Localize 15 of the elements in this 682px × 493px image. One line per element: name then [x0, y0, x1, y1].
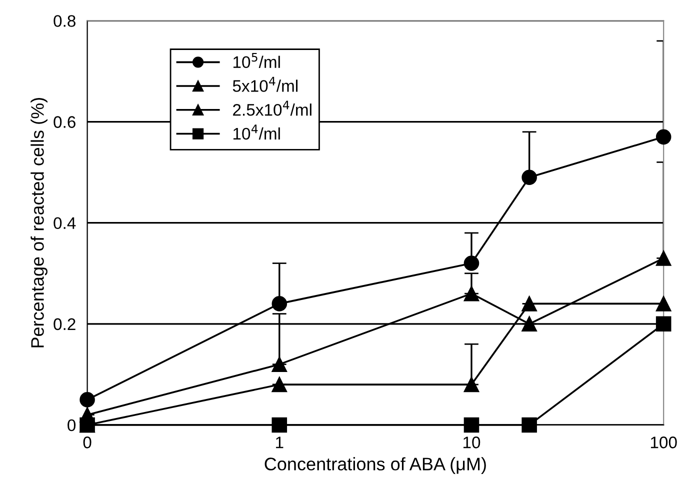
y-tick-label: 0.2 — [54, 318, 76, 330]
x-axis-title: Concentrations of ABA (μM) — [264, 457, 486, 474]
x-tick-label: 100 — [650, 436, 677, 448]
x-tick-label: 1 — [276, 436, 284, 448]
legend-label: 2.5x10$^{4}$/ml — [233, 100, 312, 116]
legend-label: 10$^{5}$/ml — [233, 52, 280, 68]
x-tick-label: 0 — [83, 436, 92, 448]
legend-label: 5x10$^{4}$/ml — [232, 76, 298, 92]
x-tick-label: 10 — [463, 436, 480, 448]
legend-label: 10$^{4}$/ml — [233, 124, 280, 140]
y-tick-label: 0.4 — [54, 217, 76, 230]
y-tick-label: 0 — [68, 419, 76, 432]
y-tick-label: 0.6 — [54, 116, 76, 128]
y-tick-label: 0.8 — [54, 15, 76, 27]
y-axis-title: Percentage of reacted cells (%) — [30, 98, 48, 348]
